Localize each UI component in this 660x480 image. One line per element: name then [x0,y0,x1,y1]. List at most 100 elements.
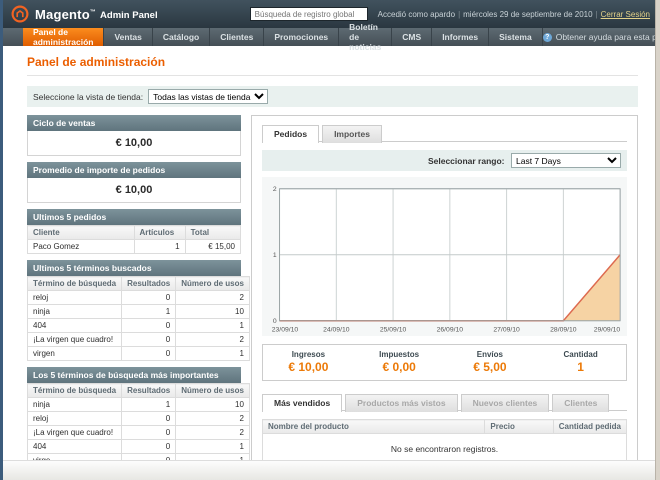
column-header-nombre-del-producto: Nombre del producto [263,420,485,434]
table-row[interactable]: ninja110 [28,305,250,319]
table-header-row: ClienteArtículosTotal [28,226,241,240]
column-header-articulos: Artículos [134,226,185,240]
total-envios: Envíos€ 5,00 [445,350,536,374]
column-header-precio: Precio [485,420,553,434]
table-header-row: Término de búsquedaResultadosNúmero de u… [28,277,250,291]
svg-text:24/09/10: 24/09/10 [323,326,350,333]
card-title: Promedio de importe de pedidos [27,162,241,178]
card-title: Los 5 términos de búsqueda más important… [27,367,241,383]
total-label: Envíos [445,350,536,359]
svg-text:28/09/10: 28/09/10 [550,326,577,333]
svg-text:27/09/10: 27/09/10 [493,326,520,333]
nav-item-panel-de-administracion[interactable]: Panel de administración [23,28,104,46]
average-orders-value: € 10,00 [27,178,241,203]
help-link[interactable]: ? Obtener ayuda para esta página [543,28,660,46]
store-switcher-select[interactable]: Todas las vistas de tienda [148,89,268,104]
total-ingresos: Ingresos€ 10,00 [263,350,354,374]
svg-text:25/09/10: 25/09/10 [380,326,407,333]
dashboard-main-panel: PedidosImportes Seleccionar rango: Last … [251,115,638,480]
help-label: Obtener ayuda para esta página [556,32,660,42]
cell: reloj [28,291,122,305]
cell: 1 [176,319,250,333]
tab-pedidos[interactable]: Pedidos [262,125,319,143]
bottom-tabs: Más vendidosProductos más vistosNuevos c… [262,393,627,411]
cell: reloj [28,412,122,426]
cell: 0 [122,333,176,347]
table-header-row: Nombre del productoPrecioCantidad pedida [263,420,627,434]
cell: 1 [134,240,185,254]
svg-text:29/09/10: 29/09/10 [594,326,621,333]
last-search-terms-table: Término de búsquedaResultadosNúmero de u… [27,276,250,361]
column-header-resultados: Resultados [122,277,176,291]
cell: ¡La virgen que cuadro! [28,333,122,347]
cell: 10 [176,305,250,319]
table-row[interactable]: reloj02 [28,412,250,426]
cell: 0 [122,291,176,305]
nav-item-cms[interactable]: CMS [392,28,432,46]
range-selector: Seleccionar rango: Last 7 Days [262,150,627,171]
column-header-numero-de-usos: Número de usos [176,384,250,398]
card-title: Ultimos 5 pedidos [27,209,241,225]
table-row[interactable]: ninja110 [28,398,250,412]
cell: 10 [176,398,250,412]
column-header-total: Total [185,226,240,240]
app-header: Magento™ Admin Panel Accedió como apardo… [3,0,660,28]
cell: ninja [28,305,122,319]
brand-name: Magento™ [35,7,96,22]
cell: 0 [122,319,176,333]
table-row[interactable]: 40401 [28,319,250,333]
total-label: Ingresos [263,350,354,359]
nav-item-promociones[interactable]: Promociones [264,28,339,46]
card-title: Ultimos 5 términos buscados [27,260,241,276]
cell: € 15,00 [185,240,240,254]
table-row[interactable]: ¡La virgen que cuadro!02 [28,426,250,440]
chart-tabs: PedidosImportes [262,124,627,142]
nav-item-ventas[interactable]: Ventas [104,28,152,46]
nav-item-clientes[interactable]: Clientes [210,28,264,46]
cell: 2 [176,291,250,305]
nav-item-sistema[interactable]: Sistema [489,28,543,46]
last-orders-card: Ultimos 5 pedidos ClienteArtículosTotalP… [27,209,241,254]
page-title: Panel de administración [27,55,638,76]
logout-link[interactable]: Cerrar Sesión [601,10,650,19]
table-row[interactable]: reloj02 [28,291,250,305]
last-orders-table: ClienteArtículosTotalPaco Gomez1€ 15,00 [27,225,241,254]
window-right-border [655,0,660,480]
top-search-terms-card: Los 5 términos de búsqueda más important… [27,367,241,468]
nav-menu: Panel de administraciónVentasCatálogoCli… [23,28,543,46]
cell: 1 [176,440,250,454]
card-title: Ciclo de ventas [27,115,241,131]
column-header-numero-de-usos: Número de usos [176,277,250,291]
range-label: Seleccionar rango: [428,156,505,166]
tab-productos-mas-vistos[interactable]: Productos más vistos [345,394,457,412]
tab-clientes[interactable]: Clientes [552,394,609,412]
column-header-cliente: Cliente [28,226,135,240]
tab-importes[interactable]: Importes [322,125,382,143]
table-row[interactable]: 40401 [28,440,250,454]
nav-item-catalogo[interactable]: Catálogo [153,28,210,46]
column-header-resultados: Resultados [122,384,176,398]
cell: 404 [28,319,122,333]
table-row[interactable]: virgen01 [28,347,250,361]
cell: 1 [176,347,250,361]
nav-item-informes[interactable]: Informes [432,28,489,46]
svg-text:26/09/10: 26/09/10 [437,326,464,333]
column-header-termino-de-busqueda: Término de búsqueda [28,277,122,291]
nav-item-boletin-de-noticias[interactable]: Boletín de noticias [339,28,392,46]
table-row[interactable]: Paco Gomez1€ 15,00 [28,240,241,254]
top-search-terms-table: Término de búsquedaResultadosNúmero de u… [27,383,250,468]
global-search-input[interactable] [250,7,368,21]
cell: 1 [122,398,176,412]
cell: 2 [176,333,250,347]
svg-text:1: 1 [273,252,277,259]
table-row[interactable]: ¡La virgen que cuadro!02 [28,333,250,347]
total-label: Impuestos [354,350,445,359]
current-date: miércoles 29 de septiembre de 2010 [463,10,592,19]
tab-nuevos-clientes[interactable]: Nuevos clientes [461,394,550,412]
tab-mas-vendidos[interactable]: Más vendidos [262,394,342,412]
session-info: Accedió como apardo|miércoles 29 de sept… [378,10,650,19]
help-icon: ? [543,33,552,42]
lifetime-sales-card: Ciclo de ventas € 10,00 [27,115,241,156]
main-nav: Panel de administraciónVentasCatálogoCli… [3,28,660,46]
range-select[interactable]: Last 7 Days [511,153,621,168]
